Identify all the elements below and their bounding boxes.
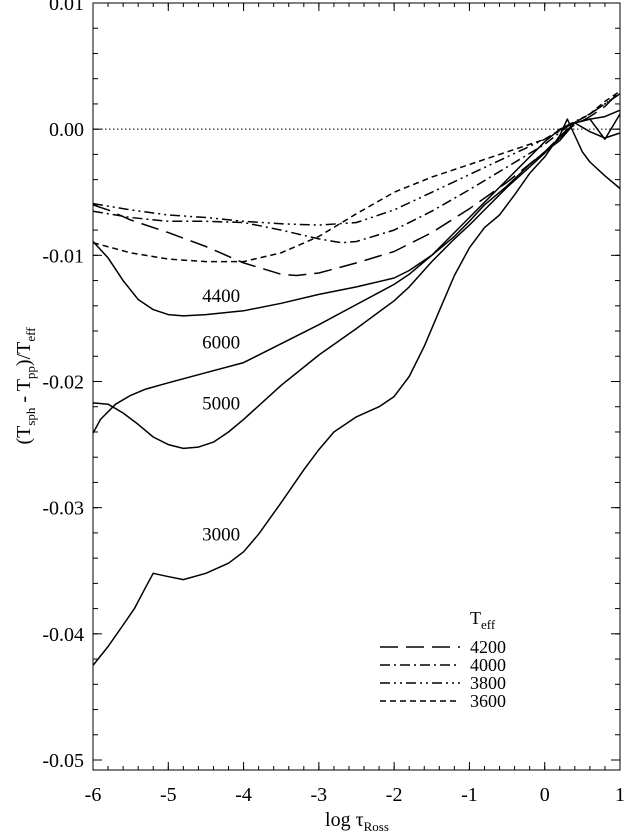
curve-label-3000: 3000: [202, 524, 240, 545]
x-tick-label: -6: [85, 784, 102, 806]
axis-ticks: -6 -5 -4 -3 -2 -1 0 1 0.01 0.00 -0.01 -0.02 -0.03 -0.…: [42, 0, 625, 806]
series-line-4000: [92, 93, 621, 244]
legend-title: Teff: [470, 608, 496, 632]
y-tick-label: -0.01: [42, 245, 84, 267]
series-line-3600: [92, 90, 621, 263]
y-axis-title-main: - T: [13, 379, 35, 408]
legend-title-main: T: [470, 608, 481, 628]
legend-label-3600: 3600: [470, 691, 506, 711]
series-line-4200: [92, 90, 621, 277]
series-line-3800: [92, 93, 621, 226]
y-axis-title-main: (T: [13, 426, 35, 445]
x-tick-label: -2: [386, 784, 403, 806]
x-tick-label: 1: [615, 784, 625, 806]
y-axis-title-main: )/T: [13, 342, 35, 366]
legend-label-4000: 4000: [470, 655, 506, 675]
y-axis-title-sub: eff: [23, 327, 38, 342]
curve-label-6000: 6000: [202, 333, 240, 354]
series-line-6000: [92, 113, 621, 434]
curve-label-4400: 4400: [202, 286, 240, 307]
y-tick-label: -0.03: [42, 498, 84, 520]
y-tick-label: -0.04: [42, 624, 84, 646]
x-axis-title-main: log τ: [325, 809, 364, 831]
x-tick-label: -5: [160, 784, 177, 806]
x-tick-label: -4: [235, 784, 252, 806]
plot-frame: [92, 2, 621, 771]
y-tick-label: -0.02: [42, 372, 84, 394]
legend-title-sub: eff: [481, 617, 496, 632]
y-axis-title-sub: pp: [23, 366, 38, 379]
axis-titles: log τRoss (Tsph - Tpp)/Teff: [13, 327, 389, 832]
x-axis-title-sub: Ross: [364, 819, 389, 832]
series-line-3000: [92, 118, 621, 666]
x-tick-label: -3: [311, 784, 328, 806]
curve-labels: 4400 6000 5000 3000: [202, 286, 240, 545]
x-tick-label: 0: [540, 784, 550, 806]
series-line-4400: [92, 122, 621, 317]
x-tick-label: -1: [461, 784, 478, 806]
legend-label-3800: 3800: [470, 673, 506, 693]
y-tick-label: 0.01: [49, 0, 84, 15]
legend-label-4200: 4200: [470, 637, 506, 657]
y-tick-label: 0.00: [49, 119, 84, 141]
series-group: [92, 90, 621, 666]
y-axis-title: (Tsph - Tpp)/Teff: [13, 327, 38, 445]
x-axis-title: log τRoss: [325, 809, 389, 832]
curve-label-5000: 5000: [202, 393, 240, 414]
y-axis-title-sub: sph: [23, 407, 38, 426]
y-tick-label: -0.05: [42, 750, 84, 772]
